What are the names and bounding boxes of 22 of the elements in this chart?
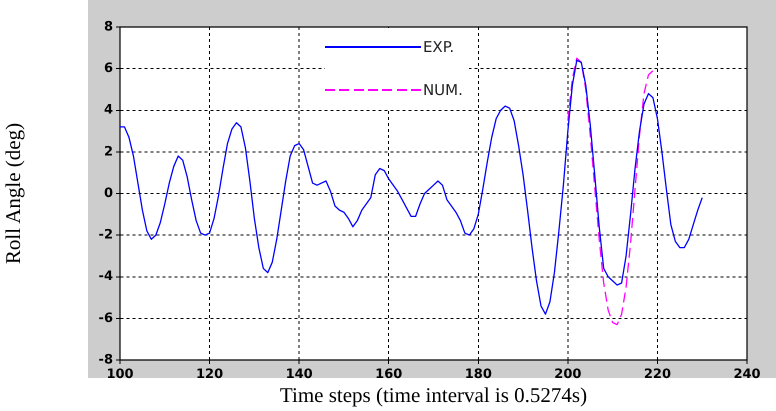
y-tick-label: 0 [104, 186, 113, 201]
line-series [567, 58, 654, 326]
y-tick-label: 6 [104, 61, 113, 76]
y-tick-label: 4 [104, 102, 113, 118]
x-tick-label: 220 [644, 367, 671, 382]
y-tick-label: 2 [104, 144, 113, 160]
x-tick-label: 160 [375, 367, 402, 382]
x-tick-label: 200 [554, 367, 582, 382]
y-axis-title: Roll Angle (deg) [1, 122, 26, 264]
y-tick-label: -6 [98, 310, 113, 326]
y-tick-label: -4 [98, 269, 113, 284]
legend-label: EXP. [422, 38, 454, 56]
x-tick-label: 100 [106, 367, 134, 382]
x-tick-label: 140 [286, 367, 313, 382]
x-tick-label: 180 [464, 367, 492, 382]
y-tick-label: -8 [98, 352, 113, 368]
x-axis-title: Time steps (time interval is 0.5274s) [280, 382, 588, 407]
x-tick-label: 240 [733, 367, 761, 382]
y-tick-label: 8 [104, 19, 113, 34]
y-tick-label: -2 [98, 228, 113, 242]
legend-label: NUM. [422, 81, 463, 99]
x-tick-label: 120 [196, 367, 224, 382]
